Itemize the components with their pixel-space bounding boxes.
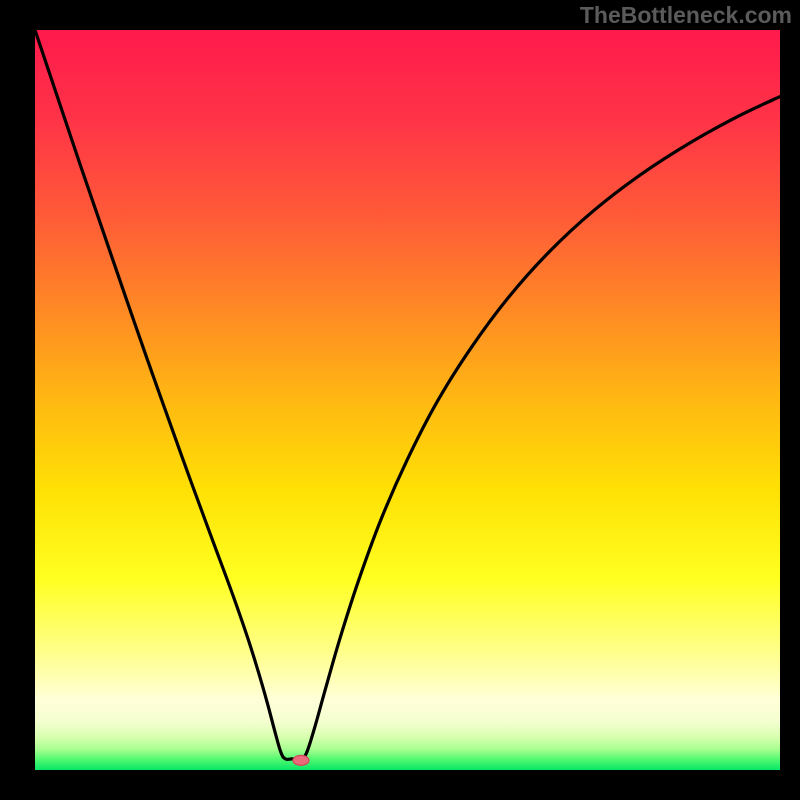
watermark-text: TheBottleneck.com: [580, 2, 792, 29]
chart-container: TheBottleneck.com: [0, 0, 800, 800]
bottleneck-chart: [0, 0, 800, 800]
optimal-point-marker: [293, 755, 309, 765]
plot-background: [35, 30, 780, 770]
